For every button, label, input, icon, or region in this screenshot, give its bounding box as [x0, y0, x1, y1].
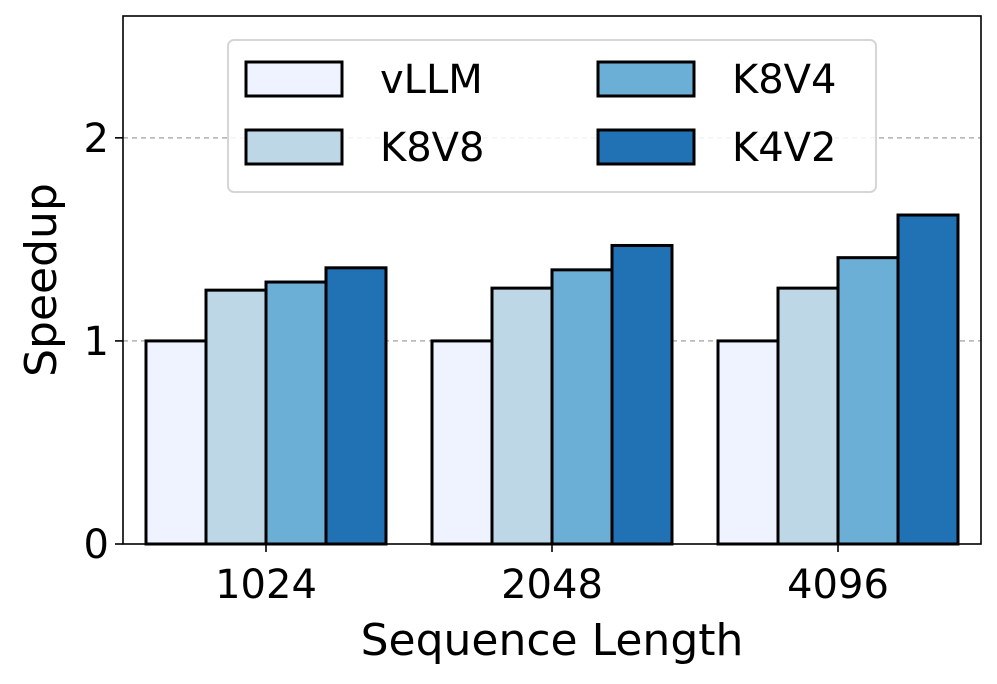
- legend-swatch-k4v2: [596, 128, 696, 166]
- y-axis-label: Speedup: [16, 183, 67, 377]
- bar-k8v8-4096: [776, 286, 840, 546]
- legend-frame: [227, 39, 877, 193]
- bar-k8v4-2048: [550, 268, 614, 546]
- legend-label-k4v2: K4V2: [732, 125, 837, 171]
- x-axis: 1024 2048 4096: [215, 544, 889, 608]
- x-axis-label: Sequence Length: [361, 615, 744, 666]
- legend-swatch-k8v8: [244, 128, 344, 166]
- bar-k8v4-4096: [836, 256, 900, 546]
- y-tick-label-1: 1: [84, 319, 109, 365]
- bar-vllm-2048: [430, 339, 494, 546]
- x-tick-label-1024: 1024: [215, 562, 317, 608]
- legend-label-k8v8: K8V8: [380, 125, 485, 171]
- bar-k4v2-1024: [324, 266, 388, 546]
- bar-vllm-4096: [716, 339, 780, 546]
- x-tick-label-4096: 4096: [787, 562, 889, 608]
- legend-swatch-k8v4: [596, 60, 696, 98]
- legend-label-vllm: vLLM: [380, 57, 483, 103]
- y-tick-label-2: 2: [84, 116, 109, 162]
- legend: vLLM K8V8 K8V4 K4V2: [227, 39, 877, 193]
- bar-k8v8-2048: [490, 286, 554, 546]
- legend-items: vLLM K8V8 K8V4 K4V2: [244, 57, 837, 171]
- bar-k8v4-1024: [264, 280, 328, 546]
- bar-k4v2-2048: [610, 243, 674, 546]
- legend-swatch-vllm: [244, 60, 344, 98]
- bars-layer: [144, 213, 960, 546]
- legend-label-k8v4: K8V4: [732, 57, 837, 103]
- x-tick-label-2048: 2048: [501, 562, 603, 608]
- bar-k4v2-4096: [896, 213, 960, 546]
- y-axis: 0 1 2: [84, 116, 123, 568]
- y-tick-label-0: 0: [84, 522, 109, 568]
- bar-k8v8-1024: [204, 288, 268, 546]
- bar-vllm-1024: [144, 339, 208, 546]
